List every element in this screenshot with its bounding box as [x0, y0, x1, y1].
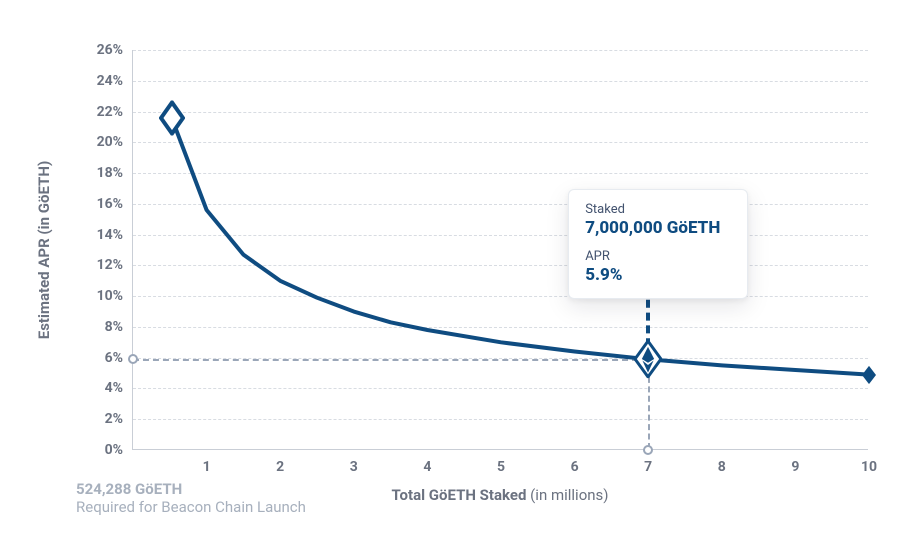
x-tick-label: 2	[276, 449, 284, 475]
x-tick-label: 10	[861, 449, 877, 475]
x-axis-title: Total GöETH Staked (in millions)	[391, 486, 608, 504]
grid-line	[133, 50, 868, 51]
y-tick-label: 14%	[97, 227, 133, 243]
grid-line	[133, 265, 868, 266]
grid-line	[133, 388, 868, 389]
y-tick-label: 26%	[97, 42, 133, 58]
y-tick-label: 10%	[97, 288, 133, 304]
footer-desc: Required for Beacon Chain Launch	[76, 498, 306, 516]
grid-line	[133, 419, 868, 420]
y-axis-title: Estimated APR (in GöETH)	[35, 161, 53, 339]
y-tick-label: 22%	[97, 104, 133, 120]
grid-line	[133, 142, 868, 143]
tooltip: Staked7,000,000 GöETH APR5.9%	[568, 189, 748, 299]
grid-line	[133, 81, 868, 82]
tooltip-staked-label: Staked	[585, 202, 731, 218]
y-tick-label: 2%	[105, 411, 133, 427]
footer-note: 524,288 GöETH Required for Beacon Chain …	[76, 480, 306, 516]
grid-line	[133, 327, 868, 328]
x-tick-label: 3	[350, 449, 358, 475]
x-tick-label: 9	[791, 449, 799, 475]
y-tick-label: 16%	[97, 196, 133, 212]
x-tick-label: 5	[497, 449, 505, 475]
highlight-marker-eth-icon	[634, 340, 662, 378]
tooltip-apr-label: APR	[585, 249, 731, 265]
y-tick-label: 8%	[105, 319, 133, 335]
plot-area[interactable]: 0%2%4%6%8%10%12%14%16%18%20%22%24%26%123…	[132, 50, 868, 450]
y-tick-label: 18%	[97, 165, 133, 181]
x-tick-label: 6	[571, 449, 579, 475]
grid-line	[133, 204, 868, 205]
crosshair-x-cap	[643, 445, 653, 455]
crosshair-y-cap	[128, 354, 138, 364]
y-tick-label: 12%	[97, 257, 133, 273]
x-tick-label: 4	[423, 449, 431, 475]
apr-curve	[172, 118, 869, 375]
grid-line	[133, 296, 868, 297]
y-tick-label: 24%	[97, 73, 133, 89]
x-axis-title-main: Total GöETH Staked	[391, 486, 526, 504]
curve-layer	[133, 50, 869, 450]
crosshair-horizontal	[133, 359, 648, 361]
tooltip-staked-value: 7,000,000 GöETH	[585, 218, 731, 239]
grid-line	[133, 112, 868, 113]
y-tick-label: 20%	[97, 134, 133, 150]
footer-amount: 524,288 GöETH	[76, 480, 306, 498]
x-tick-label: 8	[718, 449, 726, 475]
x-axis-title-units: (in millions)	[530, 486, 608, 504]
end-marker-diamond-icon	[862, 366, 876, 384]
x-tick-label: 1	[203, 449, 211, 475]
apr-chart: 0%2%4%6%8%10%12%14%16%18%20%22%24%26%123…	[0, 0, 904, 546]
start-marker-diamond-icon	[159, 100, 185, 135]
y-tick-label: 4%	[105, 380, 133, 396]
grid-line	[133, 235, 868, 236]
y-tick-label: 0%	[105, 442, 133, 458]
tooltip-apr-value: 5.9%	[585, 265, 731, 286]
grid-line	[133, 173, 868, 174]
